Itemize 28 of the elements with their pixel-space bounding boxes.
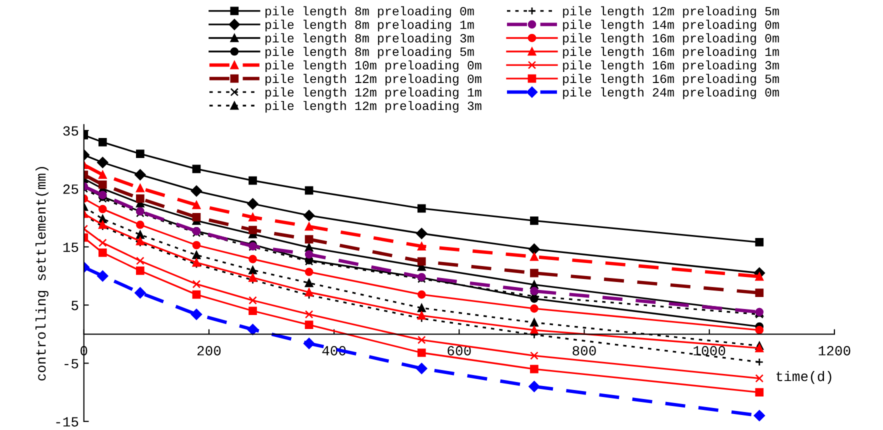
x-tick-label: 1000 <box>694 346 726 356</box>
legend-label: pile length 14m preloading 0m <box>563 20 779 32</box>
legend-label: pile length 12m preloading 0m <box>266 74 482 86</box>
legend-label: pile length 24m preloading 0m <box>563 87 779 100</box>
y-tick-label: 5 <box>72 300 78 310</box>
x-tick-label: 800 <box>572 346 596 356</box>
legend-label: pile length 16m preloading 0m <box>563 33 779 45</box>
legend-label: pile length 12m preloading 1m <box>266 87 482 100</box>
y-tick-label: 35 <box>63 126 78 136</box>
y-axis-title: controlling settlement(mm) <box>36 167 48 381</box>
legend-label: pile length 8m preloading 5m <box>266 46 474 58</box>
y-tick-label: 25 <box>63 184 78 194</box>
legend-label: pile length 12m preloading 3m <box>266 100 482 113</box>
x-tick-label: 200 <box>197 346 221 356</box>
legend-label: pile length 16m preloading 1m <box>563 46 779 58</box>
legend-label: pile length 16m preloading 5m <box>563 74 779 86</box>
legend-label: pile length 8m preloading 1m <box>266 20 474 32</box>
y-tick-label: 15 <box>63 242 78 252</box>
y-tick-label: -15 <box>56 417 78 427</box>
legend-label: pile length 8m preloading 0m <box>266 6 474 18</box>
x-tick-label: 600 <box>448 346 471 356</box>
x-axis-title: time(d) <box>776 370 832 384</box>
y-tick-label: -5 <box>64 359 78 368</box>
legend-label: pile length 16m preloading 3m <box>563 60 779 72</box>
legend-label: pile length 12m preloading 5m <box>563 6 779 18</box>
legend-label: pile length 8m preloading 3m <box>266 33 474 45</box>
x-tick-label: 1200 <box>818 346 850 356</box>
legend-label: pile length 10m preloading 0m <box>266 60 482 72</box>
